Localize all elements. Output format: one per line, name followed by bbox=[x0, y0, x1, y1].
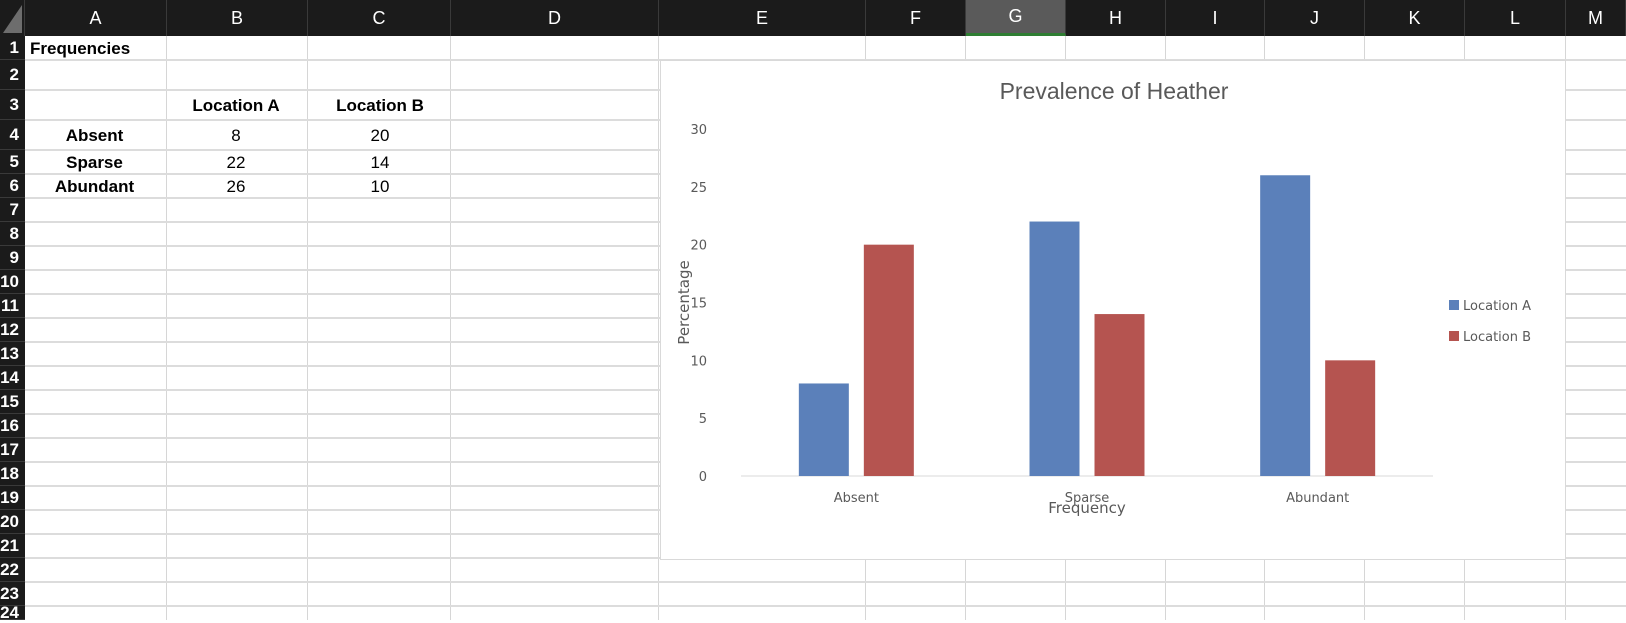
row-header-22[interactable]: 22 bbox=[0, 558, 25, 582]
row-header-10[interactable]: 10 bbox=[0, 270, 25, 294]
column-header-i[interactable]: I bbox=[1166, 0, 1265, 36]
legend-swatch bbox=[1449, 331, 1459, 341]
column-header-e[interactable]: E bbox=[659, 0, 866, 36]
y-tick-label: 15 bbox=[690, 297, 707, 312]
row-header-2[interactable]: 2 bbox=[0, 60, 25, 90]
row-header-19[interactable]: 19 bbox=[0, 486, 25, 510]
select-all-triangle-icon bbox=[3, 5, 22, 33]
row-header-20[interactable]: 20 bbox=[0, 510, 25, 534]
select-all-corner[interactable] bbox=[0, 0, 25, 36]
column-header-j[interactable]: J bbox=[1265, 0, 1365, 36]
cell-b6[interactable]: 26 bbox=[226, 177, 246, 196]
column-header-b[interactable]: B bbox=[167, 0, 308, 36]
row-header-12[interactable]: 12 bbox=[0, 318, 25, 342]
row-header-15[interactable]: 15 bbox=[0, 390, 25, 414]
x-tick-label: Sparse bbox=[1065, 491, 1110, 506]
row-header-21[interactable]: 21 bbox=[0, 534, 25, 558]
cell-a6[interactable]: Abundant bbox=[54, 177, 135, 196]
row-header-4[interactable]: 4 bbox=[0, 120, 25, 150]
row-header-17[interactable]: 17 bbox=[0, 438, 25, 462]
column-header-c[interactable]: C bbox=[308, 0, 451, 36]
cell-a5[interactable]: Sparse bbox=[66, 153, 123, 172]
row-gridline bbox=[25, 605, 1626, 607]
cell-c3[interactable]: Location B bbox=[336, 96, 424, 115]
column-header-d[interactable]: D bbox=[451, 0, 659, 36]
y-tick-label: 0 bbox=[699, 470, 707, 485]
column-gridline bbox=[658, 36, 659, 620]
y-tick-label: 5 bbox=[699, 412, 707, 427]
column-header-h[interactable]: H bbox=[1066, 0, 1166, 36]
chart-object[interactable]: Prevalence of Heather 0 5 10 15 20 25 30 Absent S… bbox=[660, 60, 1566, 560]
row-header-8[interactable]: 8 bbox=[0, 222, 25, 246]
bar-chart: Prevalence of Heather 0 5 10 15 20 25 30 Absent S… bbox=[675, 78, 1531, 517]
row-header-13[interactable]: 13 bbox=[0, 342, 25, 366]
row-header-16[interactable]: 16 bbox=[0, 414, 25, 438]
bar-sparse-location-a bbox=[1029, 221, 1080, 476]
cell-a4[interactable]: Absent bbox=[65, 126, 124, 145]
column-header-k[interactable]: K bbox=[1365, 0, 1465, 36]
bar-abundant-location-b bbox=[1325, 360, 1376, 476]
row-header-1[interactable]: 1 bbox=[0, 36, 25, 60]
y-tick-label: 25 bbox=[690, 181, 707, 196]
cell-b4[interactable]: 8 bbox=[231, 126, 241, 145]
column-header-l[interactable]: L bbox=[1465, 0, 1566, 36]
cell-c5[interactable]: 14 bbox=[370, 153, 390, 172]
column-gridline bbox=[450, 36, 451, 620]
x-axis-title: Frequency bbox=[1048, 499, 1126, 517]
row-header-9[interactable]: 9 bbox=[0, 246, 25, 270]
y-tick-label: 10 bbox=[690, 354, 707, 369]
row-header-3[interactable]: 3 bbox=[0, 90, 25, 120]
y-axis-title: Percentage bbox=[675, 260, 693, 344]
row-header-11[interactable]: 11 bbox=[0, 294, 25, 318]
cell-c6[interactable]: 10 bbox=[370, 177, 390, 196]
row-header-7[interactable]: 7 bbox=[0, 198, 25, 222]
legend-label: Location B bbox=[1463, 330, 1531, 345]
bar-sparse-location-b bbox=[1094, 314, 1145, 476]
row-header-23[interactable]: 23 bbox=[0, 582, 25, 606]
x-tick-label: Absent bbox=[834, 491, 879, 506]
row-header-18[interactable]: 18 bbox=[0, 462, 25, 486]
bar-abundant-location-a bbox=[1260, 175, 1311, 476]
bar-absent-location-b bbox=[863, 244, 914, 476]
legend-label: Location A bbox=[1463, 299, 1531, 314]
column-header-m[interactable]: M bbox=[1566, 0, 1626, 36]
cell-a1[interactable]: Frequencies bbox=[30, 39, 131, 58]
column-header-g[interactable]: G bbox=[966, 0, 1066, 36]
row-header-24[interactable]: 24 bbox=[0, 603, 25, 622]
bar-absent-location-a bbox=[798, 383, 849, 476]
column-header-f[interactable]: F bbox=[866, 0, 966, 36]
chart-title: Prevalence of Heather bbox=[1000, 78, 1229, 104]
x-tick-label: Abundant bbox=[1286, 491, 1349, 506]
row-gridline bbox=[25, 581, 1626, 583]
row-header-14[interactable]: 14 bbox=[0, 366, 25, 390]
row-header-6[interactable]: 6 bbox=[0, 174, 25, 198]
cell-c4[interactable]: 20 bbox=[370, 126, 390, 145]
column-gridline bbox=[307, 36, 308, 620]
y-tick-label: 20 bbox=[690, 239, 707, 254]
column-header-a[interactable]: A bbox=[25, 0, 167, 36]
column-gridline bbox=[166, 36, 167, 620]
row-header-5[interactable]: 5 bbox=[0, 150, 25, 174]
cell-b5[interactable]: 22 bbox=[226, 153, 246, 172]
y-tick-label: 30 bbox=[690, 123, 707, 138]
cell-b3[interactable]: Location A bbox=[192, 96, 280, 115]
legend-swatch bbox=[1449, 300, 1459, 310]
